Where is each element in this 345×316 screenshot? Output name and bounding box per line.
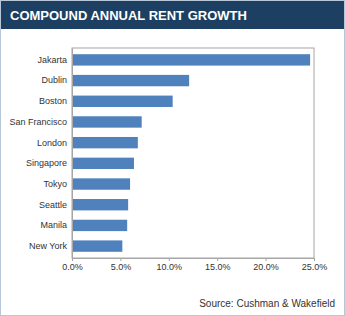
outer-frame [1, 1, 345, 316]
bars [72, 54, 310, 252]
tick: 15.0% [205, 258, 231, 272]
bar [72, 220, 127, 231]
tick-mark [120, 258, 121, 261]
tick: 20.0% [253, 258, 279, 272]
tick-mark [217, 258, 218, 261]
category-label: Dublin [41, 75, 67, 85]
category-label: Jakarta [37, 55, 67, 65]
tick: San Francisco [9, 117, 67, 127]
bar [72, 158, 134, 169]
axis-line [72, 49, 73, 259]
tick: New York [29, 241, 68, 251]
category-label: San Francisco [9, 117, 67, 127]
category-label: Manila [40, 220, 67, 230]
tick: 25.0% [302, 258, 328, 272]
bar [72, 199, 128, 210]
category-label: Seattle [39, 200, 67, 210]
chart-container: COMPOUND ANNUAL RENT GROWTH 0.0% 5.0% 10.0%… [0, 0, 345, 316]
tick-label: 15.0% [205, 262, 231, 272]
plot-frame [72, 48, 314, 258]
tick: Seattle [39, 200, 67, 210]
bar [72, 96, 173, 107]
bar [72, 75, 189, 86]
category-label: Tokyo [43, 179, 67, 189]
bar [72, 178, 130, 189]
tick: Tokyo [43, 179, 67, 189]
axis-line [73, 258, 315, 259]
category-label: New York [29, 241, 68, 251]
category-label: Boston [39, 96, 67, 106]
tick: Boston [39, 96, 67, 106]
tick: Jakarta [37, 55, 67, 65]
category-label: London [37, 138, 67, 148]
tick-label: 5.0% [111, 262, 132, 272]
tick: Manila [40, 220, 67, 230]
tick: 5.0% [111, 258, 132, 272]
title-banner [1, 1, 344, 29]
tick-mark [314, 258, 315, 261]
tick: London [37, 138, 67, 148]
title: COMPOUND ANNUAL RENT GROWTH [10, 8, 247, 23]
tick-label: 20.0% [253, 262, 279, 272]
tick-mark [169, 258, 170, 261]
tick-label: 10.0% [157, 262, 183, 272]
chart-svg: COMPOUND ANNUAL RENT GROWTH 0.0% 5.0% 10.0%… [0, 0, 345, 316]
source: Source: Cushman & Wakefield [199, 298, 335, 309]
category-label: Singapore [26, 158, 67, 168]
tick: Singapore [26, 158, 67, 168]
bar [72, 54, 310, 65]
value-axis: 0.0% 5.0% 10.0% 15.0% 20.0% 25.0% [62, 258, 327, 272]
bar [72, 116, 142, 127]
tick: 10.0% [157, 258, 183, 272]
bar [72, 240, 122, 251]
tick: 0.0% [62, 258, 83, 272]
tick: Dublin [41, 75, 67, 85]
tick-mark [266, 258, 267, 261]
tick-label: 25.0% [302, 262, 328, 272]
bar [72, 137, 138, 148]
category-axis: Jakarta Dublin Boston San Francisco London Si… [9, 49, 72, 259]
tick-label: 0.0% [62, 262, 83, 272]
